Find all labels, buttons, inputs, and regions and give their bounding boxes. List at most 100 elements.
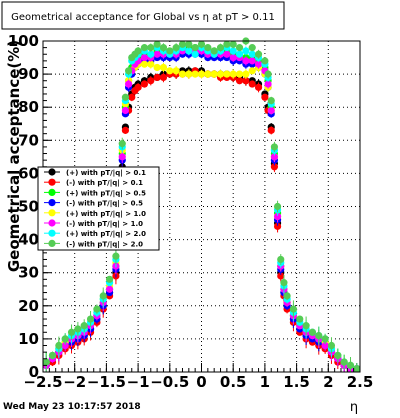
data-point: [277, 272, 285, 280]
data-point: [248, 50, 256, 58]
data-point: [248, 67, 256, 75]
title-box: Geometrical acceptance for Global vs η a…: [1, 1, 285, 30]
data-point: [267, 96, 275, 105]
legend-label: (+) with pT/|q| > 0.1: [66, 169, 146, 178]
data-point: [270, 143, 279, 151]
data-point: [191, 44, 199, 52]
data-point: [124, 80, 133, 88]
data-point: [55, 341, 63, 350]
data-point: [321, 341, 329, 350]
y-tick-label: 100: [8, 32, 39, 50]
legend-label: (-) with pT/|q| > 0.5: [66, 200, 143, 209]
data-point: [147, 77, 155, 85]
title-frame: [1, 1, 285, 30]
data-point: [112, 252, 120, 260]
data-point: [166, 67, 174, 75]
data-point: [223, 50, 231, 58]
y-tick-label: 10: [18, 330, 39, 348]
y-axis-label: Geometrical acceptance(%): [5, 40, 23, 272]
data-point: [197, 70, 206, 78]
data-point: [229, 40, 237, 48]
data-point: [99, 292, 107, 300]
data-point: [197, 40, 206, 48]
legend-frame: [37, 166, 160, 251]
legend-label: (+) with pT/|q| > 0.5: [66, 189, 146, 198]
data-point: [61, 341, 69, 350]
data-point: [166, 47, 174, 55]
data-point: [210, 70, 218, 78]
data-point: [302, 322, 310, 330]
x-tick-label: −2.5: [23, 373, 62, 391]
data-point: [191, 70, 199, 78]
legend-marker: [48, 239, 56, 247]
data-point: [346, 361, 355, 369]
data-point: [42, 358, 50, 366]
data-point: [235, 77, 244, 85]
x-axis-label: η: [350, 400, 358, 414]
data-point: [273, 212, 282, 221]
data-point: [93, 305, 101, 313]
x-tick-label: 2: [323, 373, 333, 391]
data-point: [185, 40, 193, 48]
data-point: [210, 47, 218, 55]
x-tick-label: 0.5: [220, 373, 247, 391]
data-point: [270, 153, 279, 161]
data-point: [204, 44, 212, 52]
data-point: [153, 73, 161, 82]
data-point: [315, 331, 323, 340]
series-group: [42, 37, 361, 373]
data-point: [242, 70, 250, 78]
data-point: [353, 365, 361, 373]
data-point: [178, 70, 187, 78]
data-point: [48, 351, 57, 360]
legend-marker: [48, 199, 56, 207]
data-point: [283, 292, 291, 300]
y-tick-label: 90: [18, 65, 39, 83]
data-point: [248, 44, 256, 52]
x-tick-label: −1: [127, 373, 150, 391]
data-point: [153, 50, 161, 58]
data-point: [140, 80, 149, 88]
data-point: [280, 279, 288, 287]
y-tick-label: 60: [18, 164, 39, 182]
x-tick-label: −1.5: [87, 373, 126, 391]
data-point: [261, 57, 269, 65]
data-point: [185, 47, 193, 55]
data-point: [118, 153, 126, 161]
data-point: [321, 335, 329, 343]
legend-marker: [48, 209, 56, 217]
data-point: [267, 126, 275, 134]
data-point: [147, 60, 155, 68]
x-tick-label: 1.5: [283, 373, 310, 391]
data-point: [172, 44, 180, 52]
data-point: [121, 126, 130, 134]
data-point: [178, 40, 187, 48]
x-tick-label: 1: [260, 373, 270, 391]
x-tick-label: 0: [196, 373, 206, 391]
data-point: [264, 80, 272, 88]
data-point: [264, 70, 272, 78]
legend-items: (+) with pT/|q| > 0.1 (-) with pT/|q| > 0…: [44, 168, 146, 249]
data-point: [159, 44, 168, 52]
data-point: [229, 53, 237, 62]
legend-marker: [48, 229, 56, 237]
data-point: [67, 328, 76, 336]
data-point: [153, 40, 161, 48]
legend: (+) with pT/|q| > 0.1 (-) with pT/|q| > 0…: [37, 166, 160, 251]
legend-label: (-) with pT/|q| > 2.0: [66, 240, 143, 249]
data-point: [216, 70, 225, 78]
x-axis-ticks: −2.5 −2 −1.5 −1 −0.5 0 0.5 1 1.5 2 2.5: [23, 363, 373, 391]
data-point: [105, 285, 114, 293]
data-point: [159, 63, 168, 72]
data-point: [121, 93, 130, 101]
data-point: [289, 305, 298, 313]
data-point: [296, 315, 304, 323]
data-point: [124, 67, 133, 75]
data-point: [242, 77, 250, 85]
legend-marker: [48, 168, 56, 176]
data-point: [273, 222, 282, 230]
timestamp: Wed May 23 10:17:57 2018: [3, 402, 141, 412]
data-point: [229, 47, 237, 55]
